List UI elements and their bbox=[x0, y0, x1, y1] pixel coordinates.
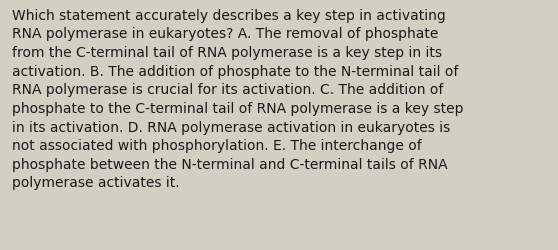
Text: Which statement accurately describes a key step in activating
RNA polymerase in : Which statement accurately describes a k… bbox=[12, 9, 464, 190]
